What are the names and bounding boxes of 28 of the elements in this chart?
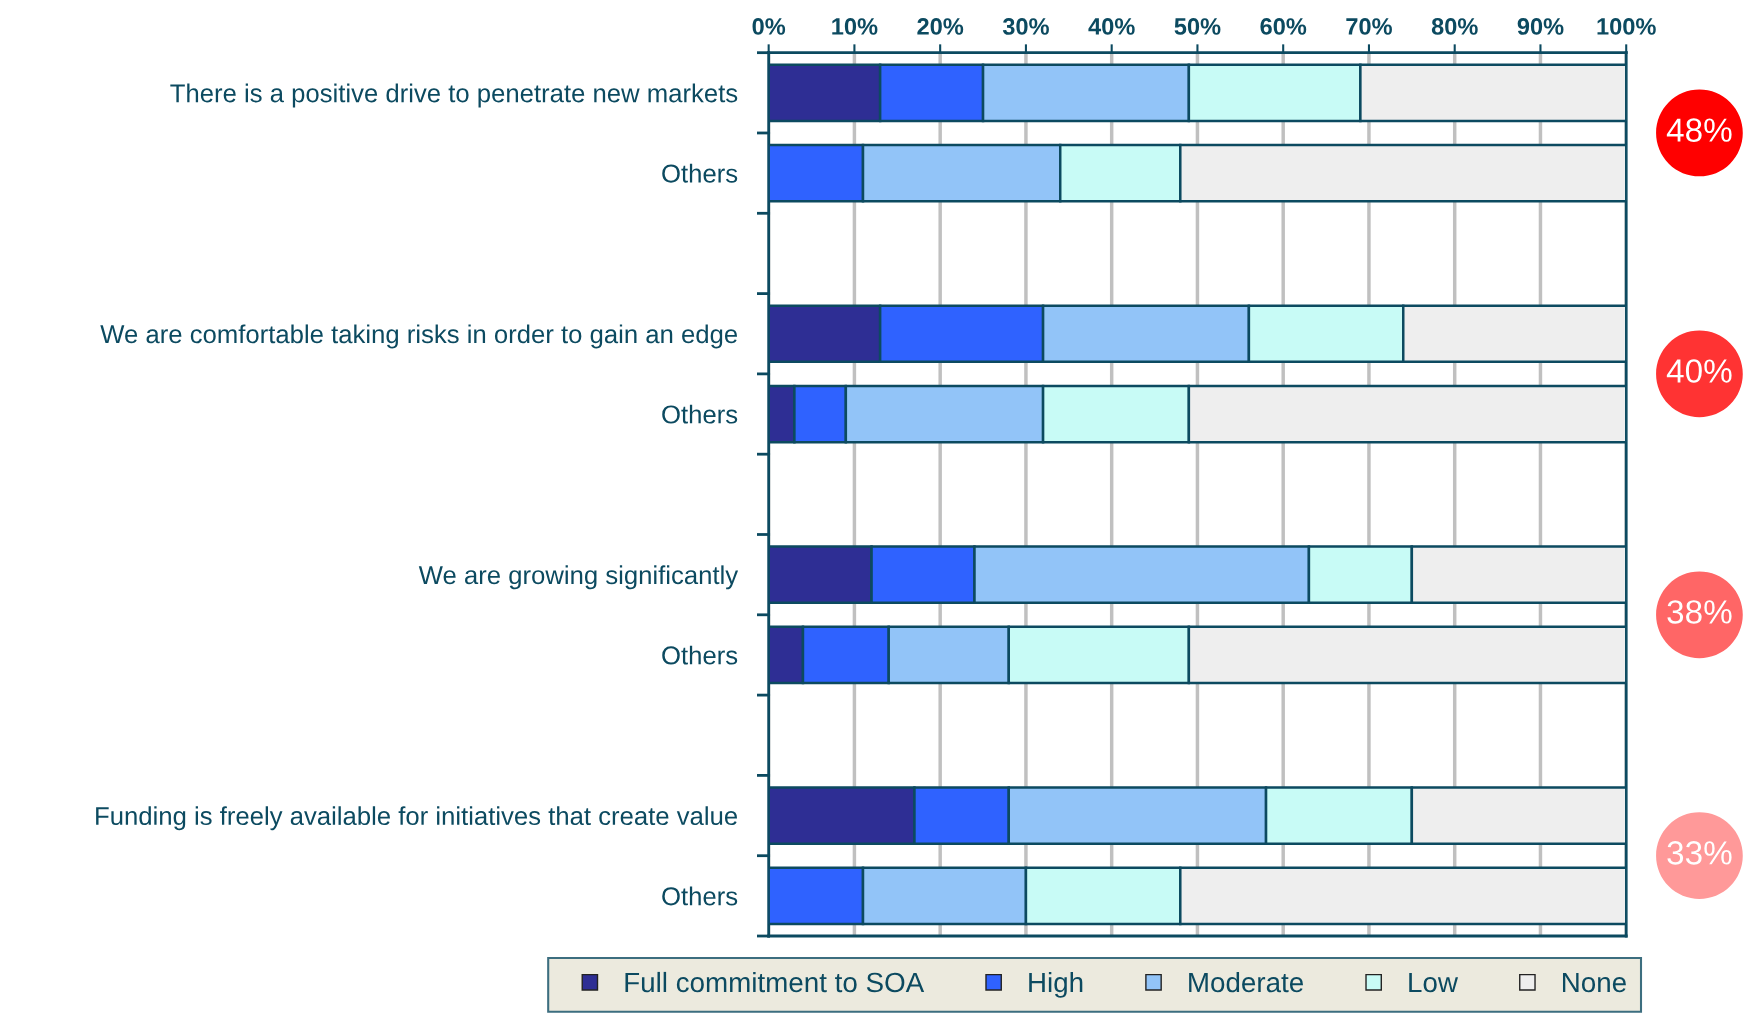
x-tick-label: 40% [1088,18,1135,35]
y-tick-label: We are growing significantly [418,565,739,590]
legend-label: None [1563,972,1626,993]
text: 40% [1666,359,1732,383]
y-tick-label: There is a positive drive to penetrate new markets [170,83,738,108]
x-tick-label: 0% [752,18,786,35]
text: 38% [1667,600,1732,624]
x-tick-label: 30% [1002,18,1049,35]
legend-label: Moderate [1189,971,1303,993]
x-tick-label: 70% [1346,18,1392,35]
legend-label: Low [1409,972,1459,993]
text: 33% [1667,841,1732,865]
legend-label: Full commitment to SOA [625,971,925,993]
x-tick-label: 90% [1517,18,1564,35]
text: 48% [1666,118,1732,142]
x-tick-label: 20% [917,18,964,35]
x-tick-label: 60% [1260,18,1307,35]
x-tick-label: 50% [1174,18,1221,35]
x-tick-label: 100% [1597,18,1656,35]
y-tick-label: Others [662,404,738,424]
legend-label: High [1029,971,1083,998]
x-tick-label: 80% [1431,18,1478,35]
y-tick-label: Others [662,886,738,906]
y-tick-label: Others [662,163,738,183]
y-tick-label: Others [662,645,738,665]
x-tick-label: 10% [832,18,878,35]
y-tick-label: Funding is freely available for initiatives that create value [96,806,738,831]
y-tick-label: We are comfortable taking risks in order to gain an edge [100,324,738,349]
